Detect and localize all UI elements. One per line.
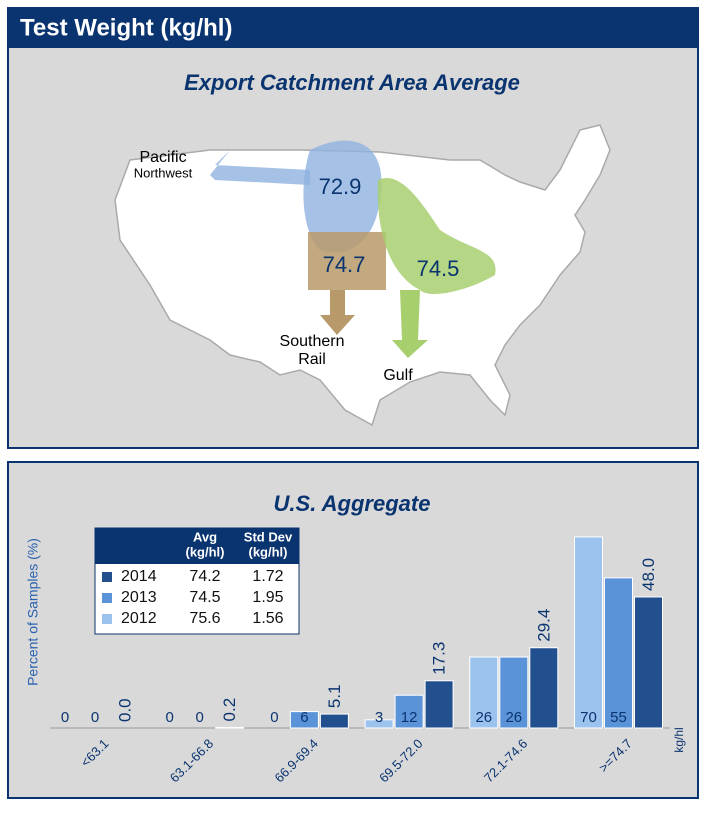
data-label: 3 [375, 709, 383, 726]
region-label: Gulf [383, 367, 413, 384]
region-label: Rail [298, 351, 326, 368]
legend-cell: 74.5 [189, 589, 220, 606]
bar [574, 536, 603, 729]
legend-header-text: (kg/hl) [249, 544, 288, 559]
data-label: 48.0 [639, 558, 658, 591]
header-bar [8, 8, 698, 48]
legend-header-text: (kg/hl) [186, 544, 225, 559]
bar [289, 711, 319, 729]
pnw-arrow [210, 150, 310, 195]
region-value: 72.9 [319, 174, 362, 199]
legend-header-text: Std Dev [244, 529, 293, 544]
legend-cell: 1.72 [252, 568, 283, 585]
data-label: 5.1 [325, 684, 344, 708]
bar [215, 726, 245, 729]
data-label: 0 [196, 709, 204, 726]
data-label: 0 [270, 709, 278, 726]
gulf-region [377, 178, 496, 295]
pnw-region [303, 140, 382, 253]
x-unit: kg/hl [672, 727, 686, 752]
data-label: 0.0 [115, 698, 134, 722]
legend-cell: 1.56 [252, 610, 283, 627]
gulf-arrow [392, 290, 428, 358]
data-label: 6 [300, 709, 308, 726]
bar [499, 656, 529, 729]
data-label: 26 [505, 709, 522, 726]
legend-cell: 1.95 [252, 589, 283, 606]
data-label: 0.2 [220, 698, 239, 722]
region-label: Southern [280, 333, 345, 350]
chart-title: U.S. Aggregate [274, 491, 431, 516]
legend-swatch [102, 572, 112, 582]
legend-cell: 74.2 [189, 568, 220, 585]
legend-table [94, 527, 300, 635]
legend-entry: 2014 [121, 568, 157, 585]
bar [529, 647, 559, 729]
header-title: Test Weight (kg/hl) [20, 14, 232, 41]
data-label: 0 [91, 709, 99, 726]
data-label: 17.3 [430, 642, 449, 675]
region-value: 74.5 [417, 256, 460, 281]
y-axis-label: Percent of Samples (%) [25, 538, 41, 686]
region-value: 74.7 [323, 252, 366, 277]
region-label: Pacific [139, 149, 186, 166]
data-label: 55 [610, 709, 627, 726]
region-label: Northwest [134, 165, 193, 180]
data-label: 29.4 [534, 609, 553, 642]
bar [424, 680, 454, 729]
data-label: 70 [580, 709, 597, 726]
legend-entry: 2012 [121, 610, 157, 627]
data-label: 26 [475, 709, 492, 726]
bar [604, 577, 633, 729]
rail-region [308, 232, 386, 290]
bar [364, 719, 394, 729]
data-label: 0 [61, 709, 69, 726]
data-label: 12 [401, 709, 418, 726]
bar [394, 694, 424, 729]
rail-arrow [320, 290, 355, 335]
map-title: Export Catchment Area Average [184, 70, 520, 95]
legend-swatch [102, 614, 112, 624]
data-label: 0 [166, 709, 174, 726]
legend-header [95, 528, 299, 564]
legend-header-text: Avg [193, 529, 217, 544]
bar [319, 713, 349, 729]
legend-entry: 2013 [121, 589, 157, 606]
bar [469, 656, 499, 729]
bar [634, 596, 663, 729]
legend-cell: 75.6 [189, 610, 220, 627]
legend-swatch [102, 593, 112, 603]
